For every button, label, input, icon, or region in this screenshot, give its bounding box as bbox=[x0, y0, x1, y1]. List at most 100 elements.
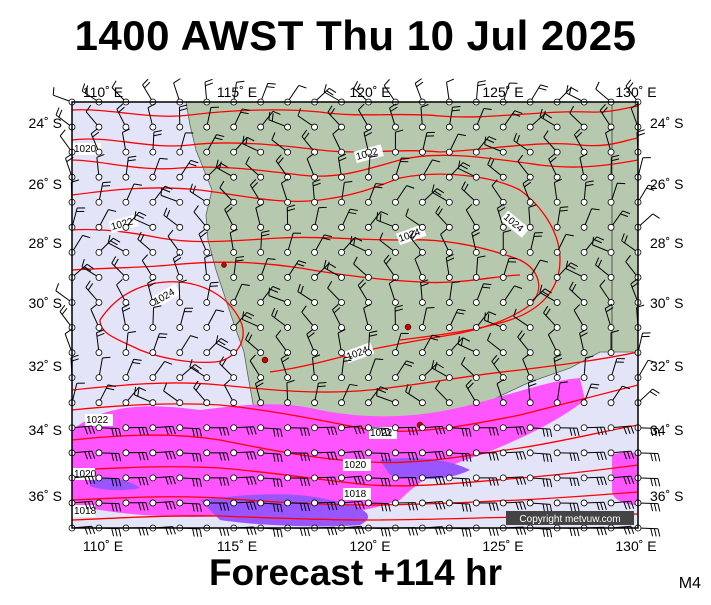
wind-station-circle bbox=[365, 450, 371, 456]
wind-station-circle bbox=[392, 299, 398, 305]
wind-station-circle bbox=[554, 299, 560, 305]
wind-barb-feather bbox=[193, 529, 195, 537]
wind-barb-feather bbox=[570, 528, 572, 536]
wind-station-circle bbox=[554, 249, 560, 255]
wind-station-circle bbox=[500, 450, 506, 456]
wind-station-circle bbox=[554, 500, 560, 506]
wind-station-circle bbox=[392, 350, 398, 356]
wind-station-circle bbox=[123, 249, 129, 255]
wind-station-circle bbox=[204, 199, 210, 205]
wind-station-circle bbox=[96, 249, 102, 255]
wind-station-circle bbox=[608, 475, 614, 481]
lat-labels-left: 24˚ S 26˚ S 28˚ S 30˚ S 32˚ S 34˚ S 36˚ … bbox=[29, 115, 62, 504]
wind-barb-feather bbox=[103, 182, 111, 183]
wind-station-circle bbox=[177, 375, 183, 381]
wind-station-circle bbox=[339, 450, 345, 456]
wind-station-circle bbox=[258, 400, 264, 406]
wind-station-circle bbox=[150, 299, 156, 305]
wind-station-circle bbox=[123, 425, 129, 431]
forecast-label: Forecast +114 hr bbox=[0, 552, 711, 594]
wind-station-circle bbox=[339, 475, 345, 481]
wind-station-circle bbox=[123, 325, 129, 331]
wind-station-circle bbox=[204, 149, 210, 155]
wind-station-circle bbox=[258, 325, 264, 331]
wind-barb-feather bbox=[493, 528, 495, 536]
lon-label: 130˚ E bbox=[615, 84, 656, 100]
wind-station-circle bbox=[446, 249, 452, 255]
wind-barb-feather bbox=[496, 528, 498, 536]
wind-station-circle bbox=[231, 249, 237, 255]
wind-station-circle bbox=[392, 224, 398, 230]
wind-barb-feather bbox=[268, 259, 276, 260]
wind-station-circle bbox=[608, 375, 614, 381]
wind-station-circle bbox=[581, 350, 587, 356]
wind-station-circle bbox=[446, 274, 452, 280]
wind-station-circle bbox=[500, 475, 506, 481]
svg-text:1018: 1018 bbox=[74, 506, 97, 517]
wind-station-circle bbox=[258, 249, 264, 255]
wind-station-circle bbox=[446, 475, 452, 481]
wind-station-circle bbox=[312, 124, 318, 130]
wind-barb-feather bbox=[381, 528, 383, 536]
wind-station-circle bbox=[150, 500, 156, 506]
wind-station-circle bbox=[150, 425, 156, 431]
wind-station-circle bbox=[123, 274, 129, 280]
lat-label: 30˚ S bbox=[650, 295, 683, 311]
wind-station-circle bbox=[204, 299, 210, 305]
lat-label: 36˚ S bbox=[650, 488, 683, 504]
wind-barb-feather bbox=[377, 388, 378, 396]
wind-station-circle bbox=[446, 174, 452, 180]
wind-station-circle bbox=[231, 199, 237, 205]
wind-station-circle bbox=[581, 249, 587, 255]
wind-station-circle bbox=[392, 475, 398, 481]
wind-station-circle bbox=[419, 199, 425, 205]
wind-station-circle bbox=[554, 425, 560, 431]
wind-barb-feather bbox=[462, 529, 464, 537]
wind-station-circle bbox=[473, 174, 479, 180]
wind-station-circle bbox=[527, 325, 533, 331]
wind-barb-feather bbox=[654, 478, 656, 486]
wind-station-circle bbox=[339, 149, 345, 155]
wind-barb-feather bbox=[574, 528, 576, 536]
wind-station-circle bbox=[608, 425, 614, 431]
wind-station-circle bbox=[419, 124, 425, 130]
wind-station-circle bbox=[554, 350, 560, 356]
wind-station-circle bbox=[204, 274, 210, 280]
wind-station-circle bbox=[339, 375, 345, 381]
wind-station-circle bbox=[392, 149, 398, 155]
lat-label: 36˚ S bbox=[29, 488, 62, 504]
wind-barb-feather bbox=[466, 529, 468, 537]
wind-station-circle bbox=[285, 249, 291, 255]
wind-station-circle bbox=[446, 500, 452, 506]
wind-barb-feather bbox=[653, 389, 660, 393]
wind-station-circle bbox=[473, 325, 479, 331]
wind-station-circle bbox=[123, 149, 129, 155]
wind-station-circle bbox=[419, 425, 425, 431]
lat-label: 28˚ S bbox=[650, 235, 683, 251]
wind-station-circle bbox=[419, 475, 425, 481]
wind-station-circle bbox=[365, 425, 371, 431]
wind-station-circle bbox=[285, 224, 291, 230]
wind-barb-feather bbox=[112, 528, 114, 536]
wind-station-circle bbox=[339, 400, 345, 406]
wind-station-circle bbox=[258, 124, 264, 130]
wind-station-circle bbox=[150, 274, 156, 280]
wind-barb-feather bbox=[143, 79, 149, 85]
wind-barb-feather bbox=[308, 528, 310, 536]
wind-barb-feather bbox=[62, 308, 67, 314]
wind-station-circle bbox=[285, 475, 291, 481]
wind-station-circle bbox=[500, 149, 506, 155]
wind-station-circle bbox=[527, 375, 533, 381]
wind-station-circle bbox=[339, 224, 345, 230]
wind-station-circle bbox=[392, 400, 398, 406]
wind-barb-feather bbox=[267, 87, 275, 88]
wind-barb-feather bbox=[658, 454, 660, 462]
wind-station-circle bbox=[527, 500, 533, 506]
wind-station-circle bbox=[285, 299, 291, 305]
wind-barb-feather bbox=[56, 108, 59, 115]
wind-station-circle bbox=[419, 174, 425, 180]
map-title: 1400 AWST Thu 10 Jul 2025 bbox=[0, 12, 711, 60]
wind-barb-feather bbox=[415, 528, 417, 536]
wind-station-circle bbox=[312, 174, 318, 180]
wind-station-circle bbox=[581, 274, 587, 280]
